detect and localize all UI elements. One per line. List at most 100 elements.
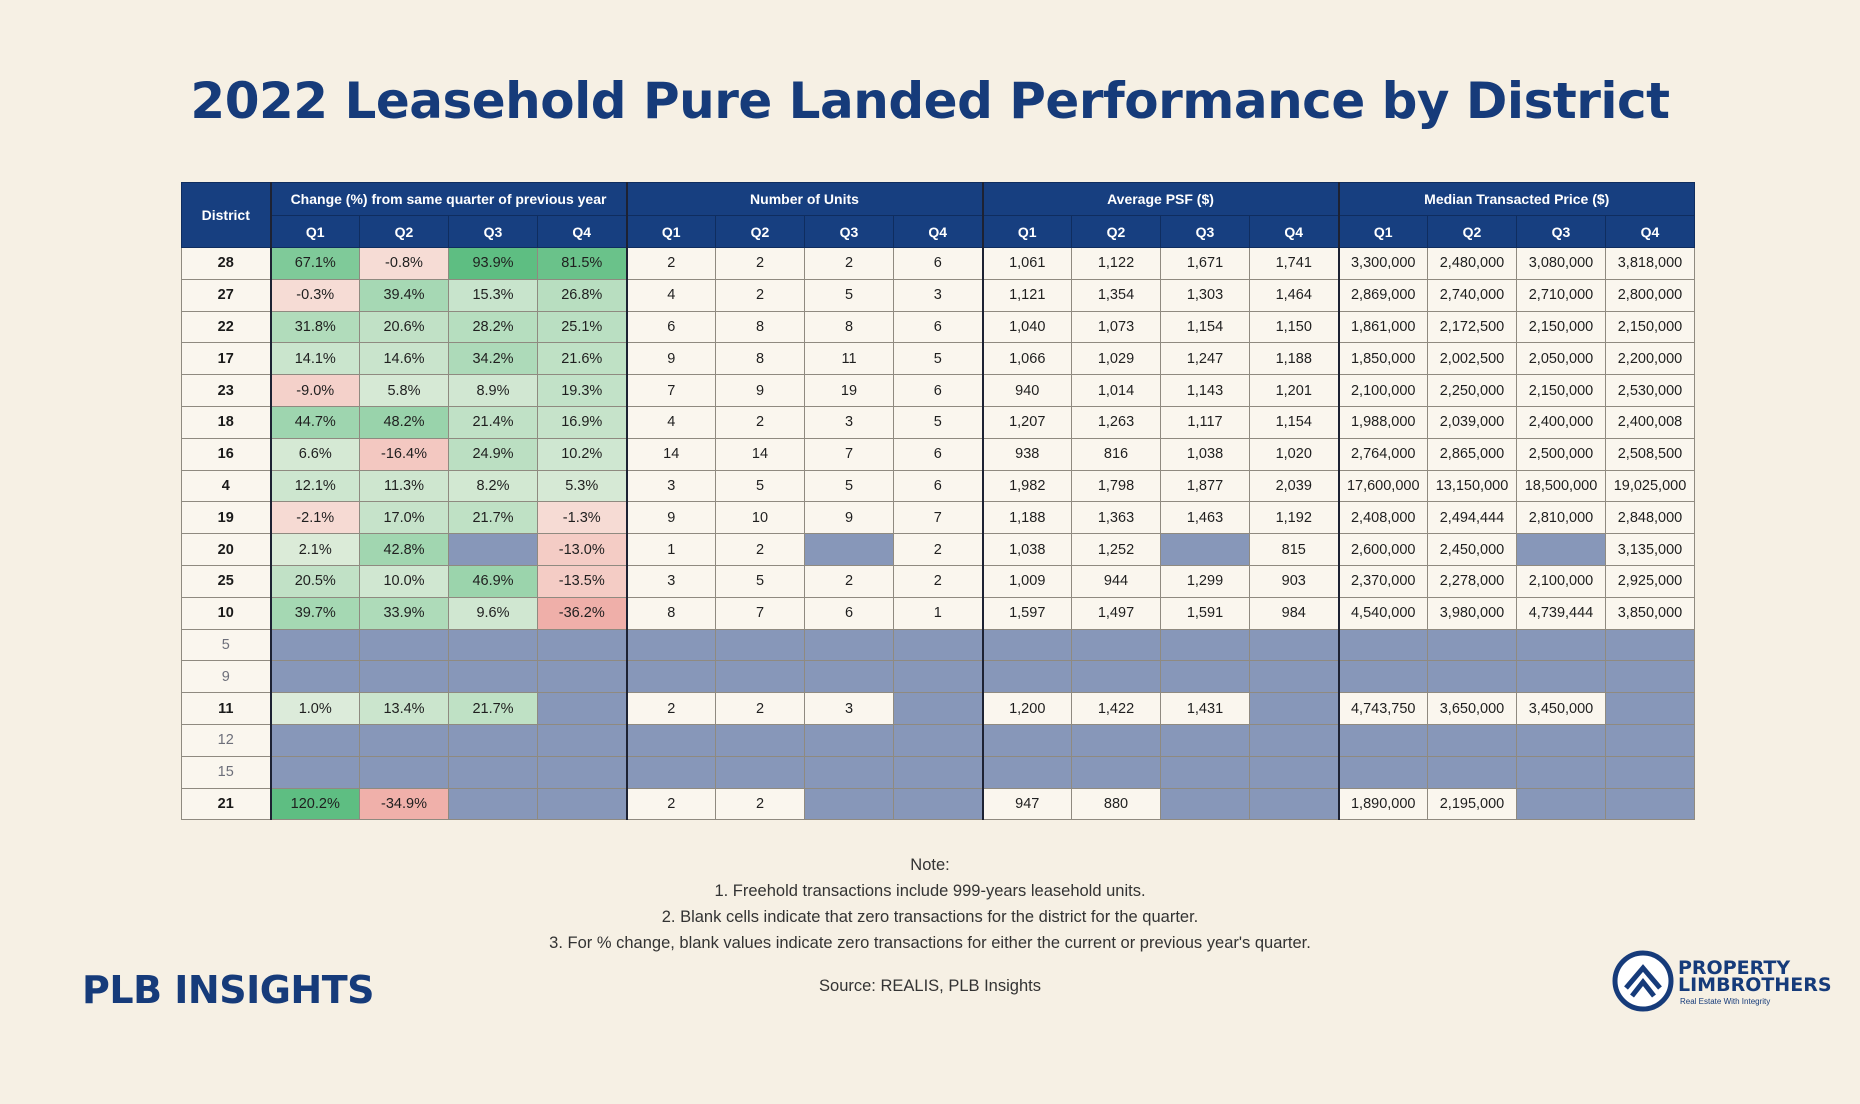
units-cell [715, 660, 805, 694]
psf-cell: 1,741 [1249, 247, 1339, 280]
psf-cell [1071, 755, 1161, 789]
psf-cell: 1,798 [1071, 469, 1161, 503]
units-cell: 14 [625, 437, 716, 471]
median-cell: 2,710,000 [1516, 278, 1606, 312]
district-cell: 9 [181, 660, 271, 694]
median-cell [1516, 787, 1606, 821]
change-cell: 17.0% [359, 501, 449, 535]
units-cell: 6 [893, 437, 983, 471]
change-cell: 25.1% [537, 310, 627, 344]
psf-cell: 1,263 [1071, 405, 1161, 439]
table-row: 28 67.1% -0.8% 93.9% 81.5% 2 2 2 6 1,061 1,122 1,67… [181, 247, 1695, 280]
change-cell [537, 628, 627, 662]
units-cell [804, 628, 894, 662]
median-cell [1605, 692, 1695, 725]
median-cell: 2,925,000 [1605, 564, 1695, 598]
units-cell [804, 787, 894, 821]
median-cell: 1,988,000 [1337, 405, 1428, 439]
units-cell [715, 755, 805, 789]
median-cell: 3,850,000 [1605, 596, 1695, 630]
district-cell: 23 [181, 374, 271, 407]
table-row: 19 -2.1% 17.0% 21.7% -1.3% 9 10 9 7 1,188 1,363 1,4… [181, 501, 1695, 535]
quarter-header: Q2 [1427, 215, 1517, 248]
quarter-header: Q2 [715, 215, 805, 248]
median-cell: 13,150,000 [1427, 469, 1517, 503]
median-cell [1337, 723, 1428, 757]
change-cell [537, 755, 627, 789]
psf-cell [1071, 628, 1161, 662]
median-cell: 2,150,000 [1516, 310, 1606, 344]
units-cell: 7 [804, 437, 894, 471]
psf-cell: 1,303 [1160, 278, 1250, 312]
units-cell: 6 [804, 596, 894, 630]
median-cell: 1,890,000 [1337, 787, 1428, 821]
property-limbrothers-logo: PROPERTY LIMBROTHERS Real Estate With In… [1612, 950, 1842, 1012]
table-row: 23 -9.0% 5.8% 8.9% 19.3% 7 9 19 6 940 1,014 1,143 1,… [181, 374, 1695, 407]
change-cell: -13.0% [537, 533, 627, 566]
psf-cell [1249, 787, 1339, 821]
units-cell [804, 755, 894, 789]
table-row: 21 120.2% -34.9% 2 2 947 880 1,890,000 2,195,000 [181, 787, 1695, 821]
units-cell: 2 [715, 692, 805, 725]
district-cell: 12 [181, 723, 271, 757]
units-cell: 11 [804, 342, 894, 376]
median-cell: 18,500,000 [1516, 469, 1606, 503]
table-row: 25 20.5% 10.0% 46.9% -13.5% 3 5 2 2 1,009 944 1,299… [181, 564, 1695, 598]
median-cell: 4,739,444 [1516, 596, 1606, 630]
limbrothers-tagline: Real Estate With Integrity [1680, 997, 1771, 1006]
psf-cell: 1,207 [981, 405, 1072, 439]
median-cell [1516, 660, 1606, 694]
quarter-header: Q2 [1071, 215, 1161, 248]
median-cell: 4,743,750 [1337, 692, 1428, 725]
median-cell: 3,080,000 [1516, 247, 1606, 280]
district-cell: 22 [181, 310, 271, 344]
median-cell [1516, 533, 1606, 566]
table-row: 18 44.7% 48.2% 21.4% 16.9% 4 2 3 5 1,207 1,263 1,11… [181, 405, 1695, 439]
psf-cell [1160, 533, 1250, 566]
district-cell: 11 [181, 692, 271, 725]
district-header: District [181, 182, 271, 248]
median-cell [1427, 755, 1517, 789]
change-cell: -36.2% [537, 596, 627, 630]
psf-cell: 944 [1071, 564, 1161, 598]
change-cell: 5.3% [537, 469, 627, 503]
median-cell: 1,850,000 [1337, 342, 1428, 376]
change-cell [359, 723, 449, 757]
median-cell: 2,810,000 [1516, 501, 1606, 535]
units-cell: 4 [625, 405, 716, 439]
psf-cell [981, 723, 1072, 757]
notes-heading: Note: [910, 856, 950, 874]
change-cell [537, 692, 627, 725]
change-cell: 13.4% [359, 692, 449, 725]
change-cell: -1.3% [537, 501, 627, 535]
change-cell [359, 628, 449, 662]
median-cell: 2,450,000 [1427, 533, 1517, 566]
units-cell: 6 [625, 310, 716, 344]
change-cell: 2.1% [269, 533, 360, 566]
median-cell: 2,740,000 [1427, 278, 1517, 312]
change-cell: 8.9% [448, 374, 538, 407]
performance-table: District Change (%) from same quarter of… [181, 182, 1695, 821]
psf-cell: 1,117 [1160, 405, 1250, 439]
units-cell: 7 [625, 374, 716, 407]
median-cell: 2,494,444 [1427, 501, 1517, 535]
quarter-header: Q1 [981, 215, 1072, 248]
change-cell [269, 628, 360, 662]
change-cell: 21.6% [537, 342, 627, 376]
change-cell: 39.7% [269, 596, 360, 630]
units-cell [893, 692, 983, 725]
median-cell [1337, 628, 1428, 662]
table-row: 20 2.1% 42.8% -13.0% 1 2 2 1,038 1,252 815 2,600,0… [181, 533, 1695, 566]
change-cell: 16.9% [537, 405, 627, 439]
units-cell: 9 [625, 501, 716, 535]
change-cell [359, 660, 449, 694]
units-cell [715, 723, 805, 757]
psf-cell: 1,200 [981, 692, 1072, 725]
median-cell: 2,530,000 [1605, 374, 1695, 407]
median-cell [1605, 755, 1695, 789]
median-cell: 3,300,000 [1337, 247, 1428, 280]
units-cell: 14 [715, 437, 805, 471]
psf-cell [1071, 660, 1161, 694]
change-cell [448, 533, 538, 566]
change-cell: 46.9% [448, 564, 538, 598]
